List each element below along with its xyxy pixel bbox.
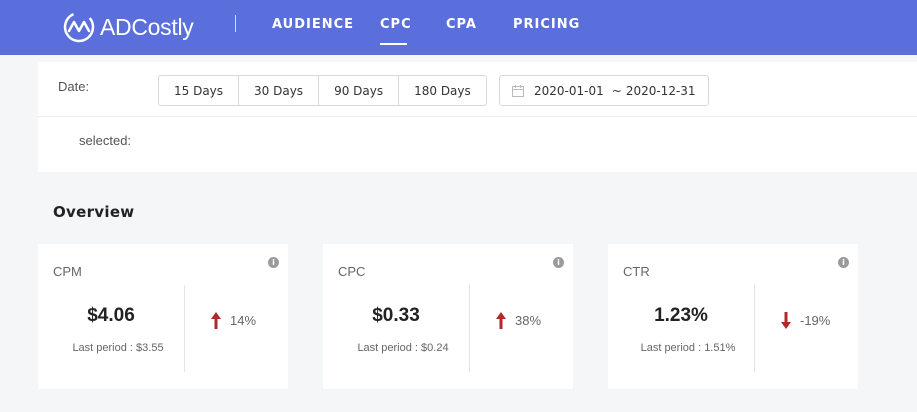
change-percent: 14% [230,313,257,328]
date-range-start: 2020-01-01 [534,83,604,98]
calendar-icon [512,84,524,97]
change-indicator: 14% [211,312,256,329]
logo[interactable]: ADCostly [62,10,194,44]
change-percent: 38% [515,313,542,328]
nav-active-indicator [380,43,407,45]
arrow-down-icon [781,312,791,329]
nav-item-audience[interactable]: AUDIENCE [272,17,355,32]
date-range-button-group: 15 Days 30 Days 90 Days 180 Days [158,75,487,106]
change-percent: -19% [800,313,831,328]
range-button-180-days[interactable]: 180 Days [414,83,471,98]
selected-label: selected: [79,133,132,148]
card-title: CPM [53,264,82,279]
card-title: CPC [338,264,366,279]
metric-value: $4.06 [87,305,135,326]
logo-icon [63,11,95,43]
info-icon[interactable]: i [268,257,279,268]
logo-text: ADCostly [100,13,194,40]
arrow-up-icon [211,312,221,329]
change-indicator: 38% [496,312,541,329]
range-button-30-days[interactable]: 30 Days [239,76,320,105]
card-divider [184,285,185,372]
date-range-separator: ~ [611,83,622,98]
arrow-up-icon [496,312,506,329]
info-icon[interactable]: i [838,257,849,268]
info-icon[interactable]: i [553,257,564,268]
change-indicator: -19% [781,312,830,329]
nav-item-pricing[interactable]: PRICING [513,17,581,32]
card-divider [754,285,755,372]
metric-card-ctr: CTR i 1.23% Last period : 1.51% -19% [608,244,858,389]
nav-separator [235,15,236,32]
range-button-90-days[interactable]: 90 Days [319,76,400,105]
nav-item-cpc[interactable]: CPC [380,17,412,32]
card-title: CTR [623,264,650,279]
last-period-text: Last period : $0.24 [357,342,449,354]
date-range-picker[interactable]: 2020-01-01 ~ 2020-12-31 [499,75,709,106]
nav-item-cpa[interactable]: CPA [446,17,477,32]
filter-divider [38,116,917,117]
date-range-end: 2020-12-31 [625,83,696,98]
last-period-text: Last period : 1.51% [640,342,736,354]
card-divider [469,285,470,372]
overview-title: Overview [53,203,135,221]
date-label: Date: [58,79,90,94]
top-navbar: ADCostly AUDIENCE CPC CPA PRICING [0,0,917,55]
metric-card-cpm: CPM i $4.06 Last period : $3.55 14% [38,244,288,389]
last-period-text: Last period : $3.55 [72,342,164,354]
metric-value: $0.33 [372,305,420,326]
metric-card-cpc: CPC i $0.33 Last period : $0.24 38% [323,244,573,389]
range-button-15-days[interactable]: 15 Days [159,76,240,105]
metric-value: 1.23% [654,305,708,326]
